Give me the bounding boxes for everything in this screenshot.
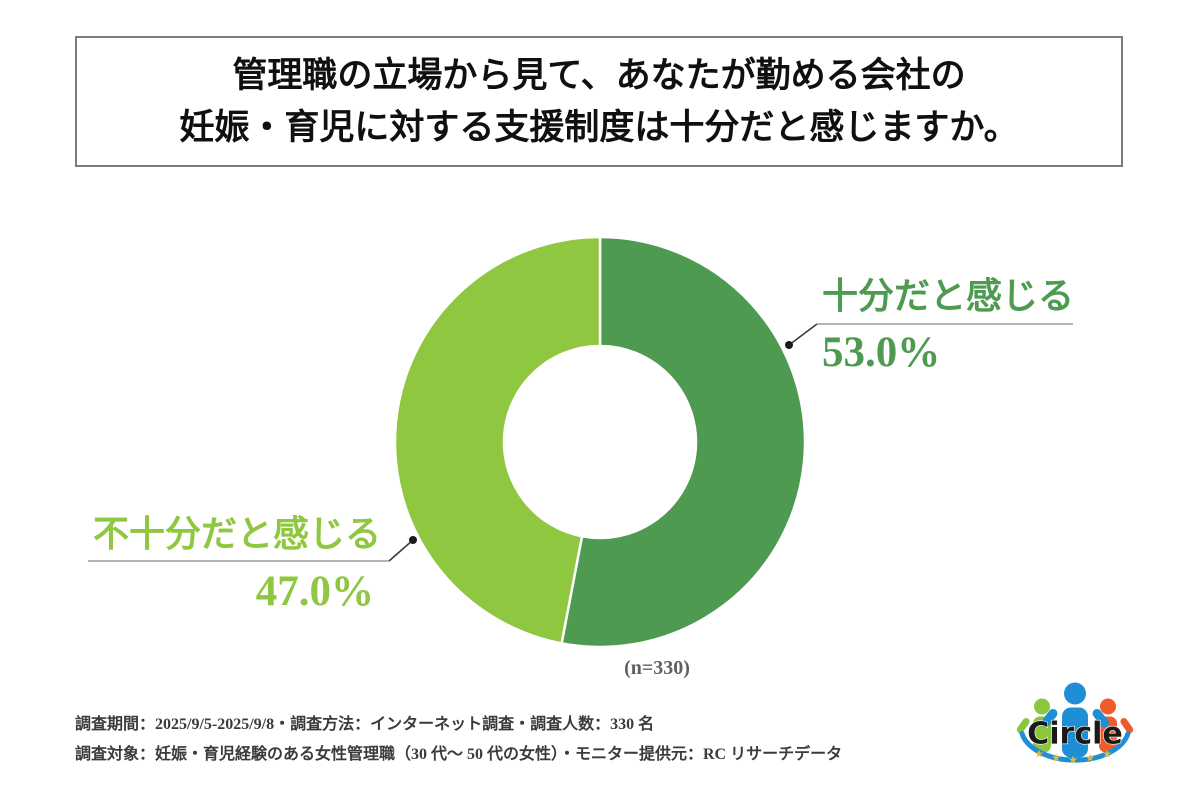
- question-title-line1: 管理職の立場から見て、あなたが勤める会社の: [232, 55, 966, 95]
- star-icon: ★: [1085, 753, 1095, 765]
- circle-logo: Circle ★ ★ ★ ★ ★: [1016, 682, 1134, 767]
- logo-text: Circle: [1027, 717, 1123, 752]
- donut-segment-1: [393, 235, 602, 645]
- segment-value-insufficient: 47.0%: [255, 568, 374, 615]
- leader-dot-right: [785, 341, 793, 349]
- leader-line-left: [88, 536, 417, 562]
- segment-label-insufficient: 不十分だと感じる: [93, 514, 382, 554]
- segment-label-sufficient: 十分だと感じる: [822, 276, 1075, 316]
- leader-line-right: [785, 323, 1073, 349]
- star-icon: ★: [1051, 753, 1061, 765]
- person-icon-center: [1041, 682, 1109, 758]
- donut-segment-0: [560, 235, 807, 649]
- survey-methodology-line1: 調査期間：2025/9/5-2025/9/8・調査方法：インターネット調査・調査…: [75, 716, 655, 733]
- donut-segments: [393, 235, 807, 649]
- swoosh-arc-icon: [1019, 731, 1131, 763]
- sample-size-label: (n=330): [624, 657, 690, 679]
- star-icon: ★: [1034, 749, 1044, 761]
- question-title-line2: 妊娠・育児に対する支援制度は十分だと感じますか。: [179, 107, 1019, 147]
- star-icons: ★ ★ ★ ★ ★: [1034, 749, 1112, 767]
- star-icon: ★: [1102, 749, 1112, 761]
- question-title-box: 管理職の立場から見て、あなたが勤める会社の 妊娠・育児に対する支援制度は十分だと…: [75, 36, 1123, 167]
- star-icon: ★: [1068, 755, 1078, 767]
- leader-dot-left: [409, 536, 417, 544]
- segment-value-sufficient: 53.0%: [822, 329, 941, 376]
- survey-methodology-line2: 調査対象：妊娠・育児経験のある女性管理職（30 代〜 50 代の女性）・モニター…: [75, 746, 843, 763]
- survey-methodology: 調査期間：2025/9/5-2025/9/8・調査方法：インターネット調査・調査…: [75, 710, 842, 770]
